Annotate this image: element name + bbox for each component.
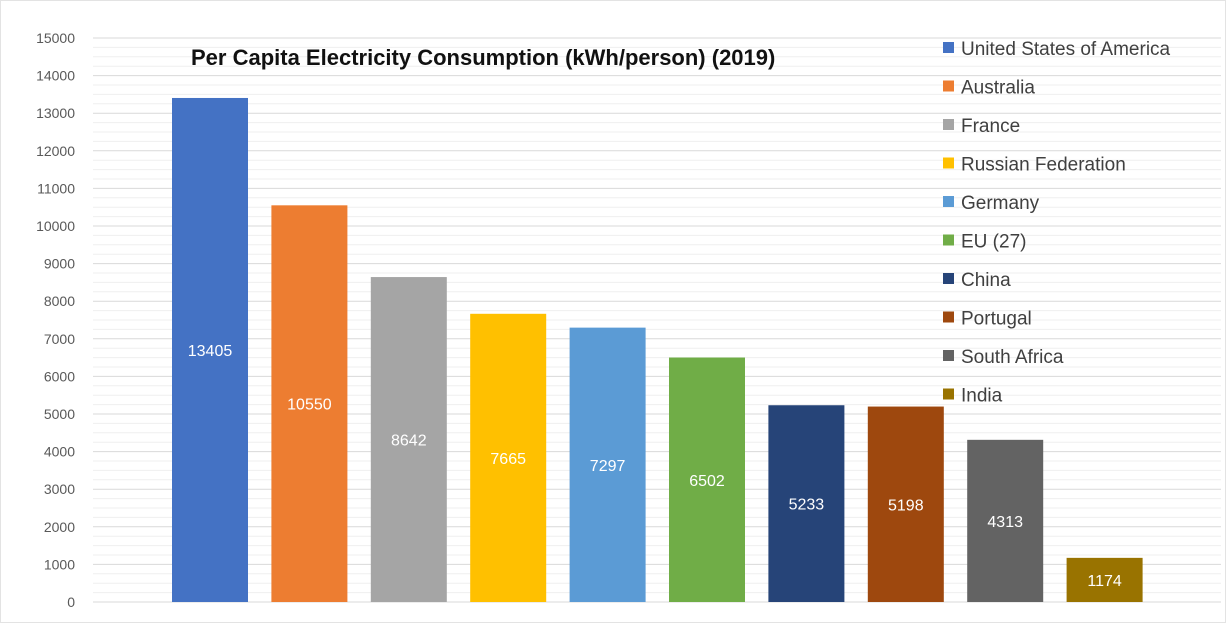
y-tick-label: 1000 xyxy=(44,556,75,572)
y-tick-label: 11000 xyxy=(37,180,75,196)
y-tick-label: 3000 xyxy=(44,481,75,497)
legend-entry: Germany xyxy=(961,193,1040,214)
legend-entry: India xyxy=(961,386,1003,407)
legend-entry: France xyxy=(961,116,1020,137)
y-tick-label: 9000 xyxy=(44,256,75,272)
bar-australia xyxy=(271,205,348,602)
legend-swatch xyxy=(943,311,954,323)
y-tick-label: 10000 xyxy=(36,218,75,234)
legend-swatch xyxy=(943,157,954,169)
y-tick-label: 2000 xyxy=(44,519,75,535)
y-tick-label: 13000 xyxy=(36,105,75,121)
y-tick-label: 12000 xyxy=(36,143,75,159)
y-axis: 0 1000 2000 3000 4000 5000 6000 7000 8000 9000 100… xyxy=(36,30,75,610)
gridlines xyxy=(93,37,1221,603)
legend-entry: Russian Federation xyxy=(961,155,1126,176)
legend-swatch xyxy=(943,388,954,400)
legend-swatch xyxy=(943,42,954,53)
bar-value-label: 4313 xyxy=(987,514,1023,531)
legend-swatch xyxy=(943,234,954,246)
legend: United States of America Australia France R… xyxy=(943,39,1171,407)
bar-value-label: 8642 xyxy=(391,433,427,450)
legend-swatch xyxy=(943,273,954,284)
bar-value-label: 7297 xyxy=(590,458,626,475)
y-tick-label: 14000 xyxy=(36,68,75,84)
bar-value-label: 5198 xyxy=(888,497,924,514)
y-tick-label: 4000 xyxy=(44,444,75,460)
bar-china xyxy=(768,405,845,602)
bar-portugal xyxy=(867,406,944,602)
legend-entry: South Africa xyxy=(961,347,1064,368)
legend-entry: EU (27) xyxy=(961,232,1026,253)
legend-swatch xyxy=(943,80,954,92)
bar-value-label: 5233 xyxy=(789,497,825,514)
bar-germany xyxy=(569,327,646,602)
bar-eu-27 xyxy=(669,357,745,602)
bar-south-africa xyxy=(967,439,1044,602)
y-tick-label: 5000 xyxy=(44,406,75,422)
bar-india xyxy=(1066,557,1143,602)
bar-united-states-of-america xyxy=(172,97,248,603)
y-tick-label: 8000 xyxy=(44,293,75,309)
bar-value-label: 7665 xyxy=(490,451,526,468)
legend-swatch xyxy=(943,196,954,207)
legend-entry: United States of America xyxy=(961,39,1171,60)
legend-entry: China xyxy=(961,270,1011,291)
y-tick-label: 6000 xyxy=(44,368,75,384)
bar-value-label: 6502 xyxy=(689,473,725,490)
y-tick-label: 0 xyxy=(67,594,75,610)
legend-entry: Portugal xyxy=(961,309,1032,330)
y-tick-label: 15000 xyxy=(36,30,75,46)
y-tick-label: 7000 xyxy=(44,331,75,347)
legend-entry: Australia xyxy=(961,78,1035,99)
legend-swatch xyxy=(943,119,954,130)
chart-title: Per Capita Electricity Consumption (kWh/… xyxy=(191,45,775,70)
bars xyxy=(172,97,1143,603)
bar-data-labels: 13405 10550 8642 7665 7297 6502 5233 5198 4313 11… xyxy=(188,343,1122,590)
bar-value-label: 13405 xyxy=(188,343,233,360)
bar-value-label: 1174 xyxy=(1087,573,1122,590)
bar-value-label: 10550 xyxy=(287,397,332,414)
bar-russian-federation xyxy=(470,313,547,602)
bar-france xyxy=(370,277,447,602)
legend-swatch xyxy=(943,350,954,361)
